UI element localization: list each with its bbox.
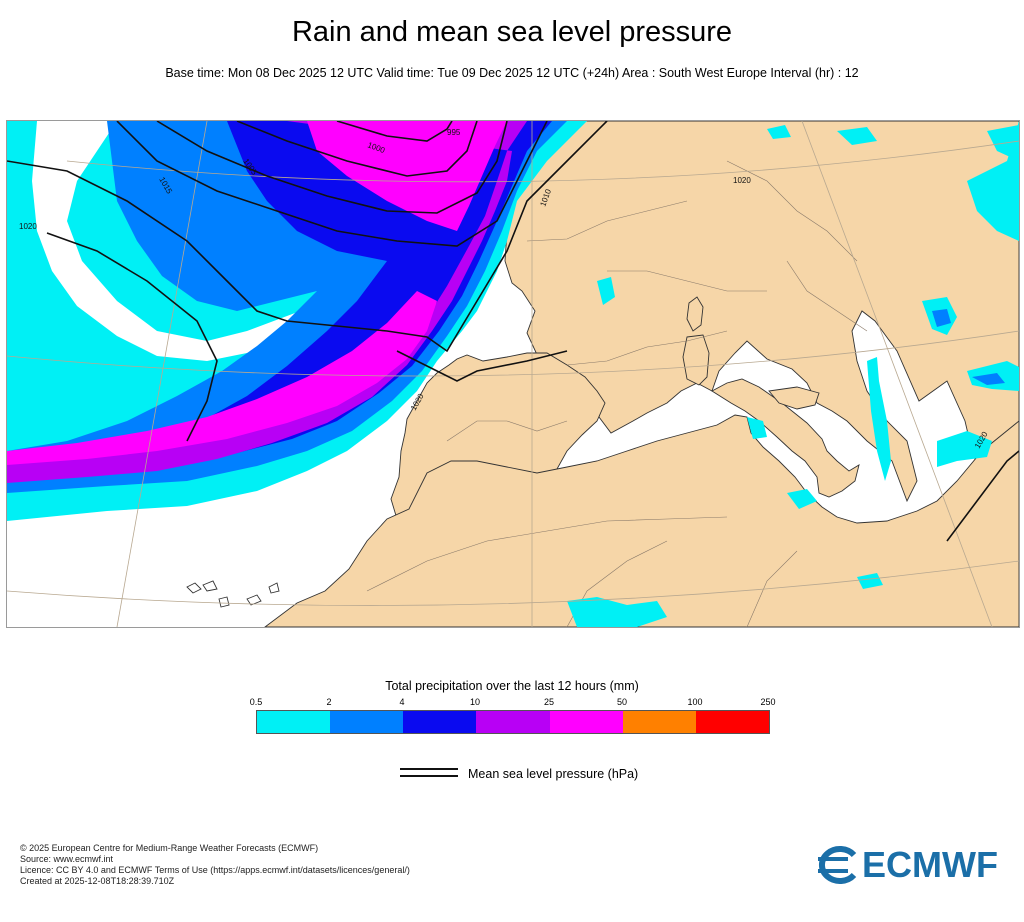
land-sicily (768, 386, 820, 410)
ecmwf-logo-icon (818, 846, 857, 884)
legend-swatch (622, 711, 696, 733)
precip-cell-2 (937, 431, 992, 467)
footer-line: Created at 2025-12-08T18:28:39.710Z (20, 876, 175, 886)
precip-magenta-2 (7, 291, 437, 465)
legend-ticks: 0.5 2 4 10 25 50 100 250 (250, 697, 776, 709)
precip-cell-15 (767, 125, 791, 139)
legend-swatch (403, 711, 477, 733)
ecmwf-logo-text: ECMWF (862, 844, 998, 885)
map-panel: 1020 1015 1005 1000 995 1010 1020 1020 1… (6, 120, 1020, 628)
precip-cell-1 (867, 357, 891, 481)
legend-title: Total precipitation over the last 12 hou… (385, 679, 639, 693)
footer-line: © 2025 European Centre for Medium-Range … (20, 843, 319, 853)
borders-layer (366, 160, 868, 627)
legend-tick: 0.5 (249, 697, 263, 707)
footer-line: Source: www.ecmwf.int (20, 854, 114, 864)
isobar-layer (7, 121, 1019, 542)
legend-tick: 10 (469, 697, 481, 707)
precip-cell-4 (972, 373, 1005, 385)
legend-tick: 25 (543, 697, 555, 707)
legend-tick: 2 (326, 697, 332, 707)
precip-cell-11 (567, 597, 667, 627)
precip-cell-12 (597, 277, 615, 305)
legend-swatch (476, 711, 550, 733)
precip-cell-13 (857, 573, 883, 589)
legend-tick: 250 (760, 697, 776, 707)
chart-subtitle: Base time: Mon 08 Dec 2025 12 UTC Valid … (165, 66, 859, 80)
precip-cell-10 (787, 489, 817, 509)
isobar-label-1020-west: 1020 (19, 222, 37, 231)
isobar-label-1020-east: 1020 (733, 176, 751, 185)
chart-title: Rain and mean sea level pressure (291, 16, 733, 48)
land-north-africa (264, 414, 1019, 627)
legend-swatch (695, 711, 769, 733)
mslp-legend-label: Mean sea level pressure (hPa) (468, 767, 639, 781)
legend-swatch (549, 711, 623, 733)
legend-tick: 4 (399, 697, 405, 707)
map-svg: 1020 1015 1005 1000 995 1010 1020 1020 1… (7, 121, 1019, 627)
land-sardinia (682, 334, 710, 386)
precip-cell-7 (967, 121, 1019, 241)
ecmwf-logo: ECMWF (812, 845, 1008, 885)
land-canary-5 (268, 582, 280, 594)
legend-swatch (330, 711, 404, 733)
footer-credits: © 2025 European Centre for Medium-Range … (20, 843, 410, 887)
footer-line: Licence: CC BY 4.0 and ECMWF Terms of Us… (20, 865, 410, 875)
precip-cell-14 (747, 417, 767, 439)
land-corsica (686, 296, 704, 332)
land-canary-4 (246, 594, 262, 606)
legend-tick: 50 (616, 697, 628, 707)
land-canary-1 (186, 582, 202, 594)
isobar-label-995: 995 (447, 128, 461, 137)
legend-tick: 100 (687, 697, 703, 707)
legend-swatch (257, 711, 331, 733)
graticule-layer (7, 121, 1019, 627)
mslp-line-key (400, 768, 458, 778)
land-canary-2 (202, 580, 218, 592)
precip-cyan-sea (32, 121, 327, 361)
precip-cell-6 (932, 309, 951, 327)
legend-color-bar (256, 710, 770, 734)
land-canary-3 (218, 596, 230, 608)
precip-cell-8 (837, 127, 877, 145)
